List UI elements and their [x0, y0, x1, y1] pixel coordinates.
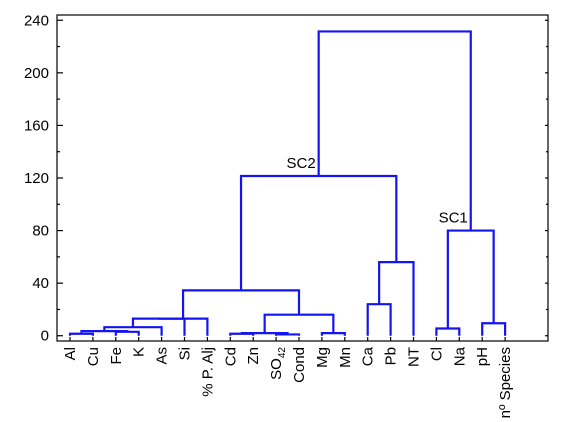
cluster-labels: SC2 SC1 — [286, 155, 467, 227]
dendrogram-link — [240, 332, 289, 335]
dendrogram-link — [158, 317, 209, 336]
leaf-label: Mg — [314, 347, 331, 368]
y-tick-label: 80 — [32, 223, 49, 240]
dendrogram-link — [103, 326, 163, 336]
leaf-label: Zn — [245, 347, 262, 365]
y-tick-label: 120 — [24, 170, 49, 187]
leaf-label: pH — [474, 347, 491, 366]
leaf-label: Fe — [108, 347, 125, 365]
leaf-label: Si — [177, 347, 194, 360]
leaf-label: SO42 — [268, 347, 288, 380]
leaf-label: As — [154, 347, 171, 365]
leaf-label: Pb — [383, 347, 400, 365]
dendrogram-link — [263, 313, 335, 334]
leaf-label: Cond — [291, 347, 308, 383]
leaf-label: Cd — [222, 347, 239, 366]
dendrogram-links — [68, 30, 507, 336]
leaf-label: Mn — [337, 347, 354, 368]
axes — [56, 14, 549, 342]
y-tick-label: 240 — [24, 12, 49, 29]
leaf-label: Al — [62, 347, 79, 360]
leaf-label: NT — [406, 347, 423, 367]
leaf-label: % P. Alj — [199, 347, 216, 397]
leaf-label: Cu — [85, 347, 102, 366]
leaf-label: Ca — [360, 346, 377, 366]
dendrogram-link — [366, 303, 392, 336]
dendrogram-link — [446, 229, 495, 329]
leaf-labels: Al Cu Fe K As Si % P. Alj Cd Zn SO42 Cond Mg Mn Ca Pb N… — [62, 346, 514, 418]
leaf-label: Cl — [428, 347, 445, 361]
leaf-label: Na — [451, 346, 468, 366]
leaf-label: K — [131, 347, 148, 357]
dendrogram-link — [320, 332, 346, 336]
dendrogram-link — [317, 30, 472, 231]
y-tick-labels: 0 40 80 120 160 200 240 — [24, 12, 49, 344]
y-tick-label: 160 — [24, 117, 49, 134]
cluster-label-sc1: SC1 — [439, 210, 468, 227]
cluster-label-sc2: SC2 — [286, 155, 315, 172]
y-tick-label: 40 — [32, 275, 49, 292]
leaf-label: nº Species — [497, 347, 514, 418]
y-tick-label: 200 — [24, 65, 49, 82]
y-tick-label: 0 — [41, 328, 49, 345]
